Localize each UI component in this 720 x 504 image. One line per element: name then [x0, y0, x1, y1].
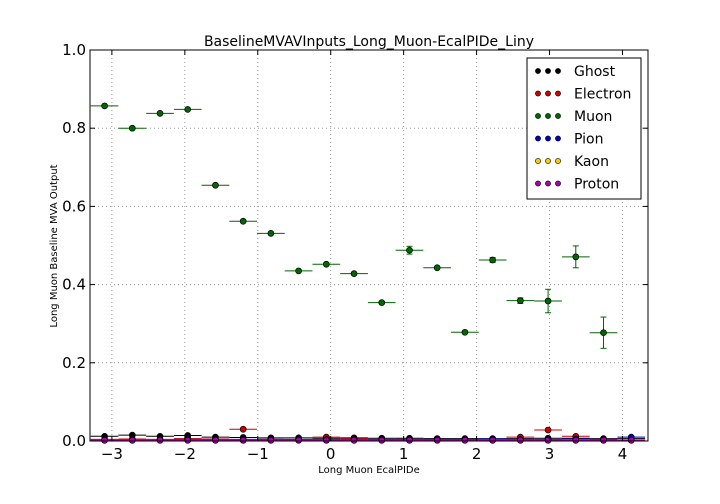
data-point — [627, 436, 635, 444]
data-point — [101, 436, 108, 444]
legend-marker — [555, 68, 561, 74]
data-point — [322, 436, 330, 444]
data-point — [239, 217, 247, 225]
x-tick-label-7: 4 — [618, 445, 628, 463]
data-point — [295, 436, 302, 444]
data-point — [517, 297, 524, 304]
y-tick-label-4: 0.8 — [62, 119, 86, 137]
legend-marker — [555, 135, 561, 142]
data-point — [184, 106, 192, 113]
legend-marker — [545, 90, 551, 97]
data-point — [572, 253, 580, 261]
legend-item-ghost: Ghost — [535, 64, 616, 80]
legend: Ghost Electron Muon Pion Kaon Proton — [526, 57, 642, 200]
legend-marker — [555, 180, 561, 187]
x-tick-label-1: −2 — [174, 445, 196, 463]
data-point — [378, 299, 386, 306]
data-point — [489, 256, 496, 264]
legend-marker — [545, 113, 551, 119]
data-point — [544, 426, 552, 434]
data-point — [156, 109, 164, 117]
x-tick-label-5: 2 — [472, 445, 482, 463]
legend-label: Pion — [574, 132, 603, 148]
legend-label: Kaon — [574, 154, 609, 170]
data-point — [600, 436, 607, 444]
data-point — [544, 436, 552, 444]
data-point — [239, 436, 247, 444]
data-point — [517, 436, 524, 444]
data-point — [406, 436, 413, 444]
y-tick-label-3: 0.6 — [62, 197, 86, 215]
x-axis-label: Long Muon EcalPIDe — [318, 465, 420, 476]
legend-marker — [545, 135, 551, 142]
data-point — [212, 436, 219, 444]
data-point — [322, 260, 330, 268]
legend-label: Proton — [574, 177, 619, 193]
data-point — [489, 436, 496, 444]
legend-marker — [535, 180, 541, 187]
data-point — [378, 436, 386, 444]
data-point — [295, 267, 302, 275]
series-layer — [90, 102, 646, 444]
y-tick-label-0: 0.0 — [62, 432, 86, 450]
data-point — [572, 436, 580, 444]
legend-item-kaon: Kaon — [535, 154, 609, 170]
legend-marker — [545, 68, 551, 74]
y-axis-label: Long Muon Baseline MVA Output — [49, 164, 60, 327]
legend-marker — [545, 180, 551, 187]
data-point — [267, 230, 275, 237]
legend-marker — [555, 90, 561, 97]
legend-label: Electron — [574, 87, 631, 103]
data-point — [212, 181, 219, 189]
legend-marker — [535, 90, 541, 97]
legend-item-muon: Muon — [535, 109, 612, 125]
legend-marker — [535, 158, 541, 164]
legend-marker — [545, 158, 551, 164]
series-muon — [90, 102, 618, 349]
legend-item-pion: Pion — [535, 132, 603, 148]
data-point — [544, 297, 552, 305]
data-point — [433, 264, 441, 272]
data-point — [350, 436, 358, 444]
legend-marker — [535, 68, 541, 74]
series-proton — [90, 436, 646, 444]
legend-marker — [535, 135, 541, 142]
chart-title: BaselineMVAVInputs_Long_Muon-EcalPIDe_Li… — [204, 34, 534, 50]
data-point — [350, 270, 358, 278]
data-point — [461, 436, 469, 444]
axis-ticks: −3 −2 −1 0 1 2 3 4 0.0 0.2 0.4 0.6 0.8 1.0 — [62, 41, 648, 463]
x-tick-label-4: 1 — [399, 445, 409, 463]
data-point — [267, 436, 275, 444]
legend-label: Muon — [574, 109, 612, 125]
y-tick-label-2: 0.4 — [62, 276, 86, 294]
data-point — [156, 436, 164, 444]
data-point — [600, 329, 607, 337]
data-point — [239, 425, 247, 433]
x-tick-label-6: 3 — [545, 445, 555, 463]
plot-frame — [89, 49, 649, 442]
y-tick-label-1: 0.2 — [62, 354, 86, 372]
legend-item-proton: Proton — [535, 177, 619, 193]
legend-label: Ghost — [574, 64, 616, 80]
x-tick-label-2: −1 — [247, 445, 269, 463]
data-point — [128, 124, 136, 132]
legend-marker — [555, 113, 561, 119]
legend-box — [526, 57, 642, 200]
data-point — [128, 436, 136, 444]
x-tick-label-3: 0 — [326, 445, 336, 463]
data-point — [461, 328, 469, 336]
x-tick-label-0: −3 — [101, 445, 123, 463]
legend-marker — [535, 113, 541, 119]
legend-marker — [555, 158, 561, 164]
data-point — [184, 436, 192, 444]
data-point — [101, 102, 108, 110]
data-point — [406, 246, 413, 254]
y-tick-label-5: 1.0 — [62, 41, 86, 59]
data-point — [433, 436, 441, 444]
legend-item-electron: Electron — [535, 87, 631, 103]
